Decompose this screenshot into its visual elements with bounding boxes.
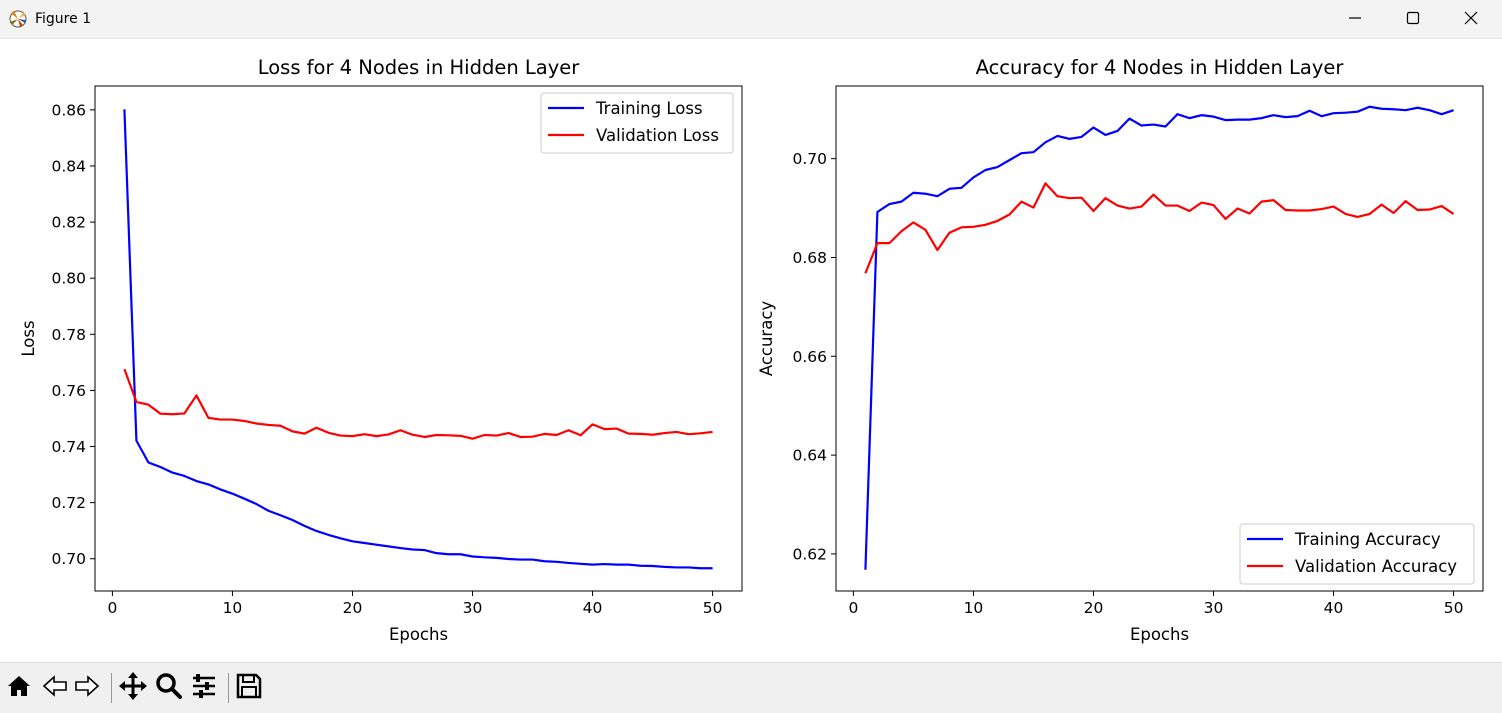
- y-tick-label: 0.70: [792, 150, 827, 168]
- close-button[interactable]: [1442, 0, 1500, 38]
- x-tick-label: 30: [463, 599, 483, 617]
- legend-label: Validation Accuracy: [1295, 557, 1457, 576]
- back-icon: [42, 673, 68, 703]
- save-button[interactable]: [234, 673, 264, 703]
- back-button[interactable]: [40, 673, 70, 703]
- forward-button[interactable]: [72, 673, 102, 703]
- y-tick-label: 0.82: [51, 214, 86, 232]
- y-tick-label: 0.62: [792, 545, 827, 563]
- series-line-training-loss: [123, 109, 713, 570]
- minimize-button[interactable]: [1326, 0, 1384, 38]
- y-tick-label: 0.80: [51, 270, 86, 288]
- series-line-validation-accuracy: [864, 182, 1455, 274]
- y-tick-label: 0.66: [792, 348, 827, 366]
- window-title: Figure 1: [35, 11, 92, 27]
- figure-canvas[interactable]: 0 10 20 30 40 50 0.70 0.72 0.74 0.76 0.78 0.80 0.82 0…: [0, 38, 1502, 663]
- chart-loss: 0 10 20 30 40 50 0.70 0.72 0.74 0.76 0.78 0.80 0.82 0…: [19, 56, 743, 644]
- x-axis-label: Epochs: [1130, 625, 1189, 644]
- close-icon: [1464, 10, 1478, 29]
- chart-title: Accuracy for 4 Nodes in Hidden Layer: [976, 56, 1345, 79]
- y-tick-label: 0.76: [51, 382, 86, 400]
- zoom-button[interactable]: [154, 673, 184, 703]
- series-line-training-accuracy: [864, 105, 1454, 570]
- x-tick-label: 40: [583, 599, 603, 617]
- pan-icon: [119, 672, 147, 704]
- zoom-icon: [155, 672, 183, 704]
- maximize-icon: [1406, 10, 1420, 29]
- y-tick-label: 0.84: [51, 157, 86, 175]
- chart-title: Loss for 4 Nodes in Hidden Layer: [258, 56, 581, 79]
- toolbar-separator: [228, 673, 229, 703]
- save-icon: [235, 672, 263, 704]
- chart-accuracy: 0 10 20 30 40 50 0.62 0.64 0.66 0.68 0.70 Accuracy …: [757, 56, 1484, 644]
- figure-svg: 0 10 20 30 40 50 0.70 0.72 0.74 0.76 0.78 0.80 0.82 0…: [19, 56, 1484, 644]
- x-axis-label: Epochs: [389, 625, 448, 644]
- navigation-toolbar: [0, 662, 1502, 713]
- forward-icon: [74, 673, 100, 703]
- series-line-validation-loss: [123, 368, 713, 440]
- x-tick-label: 40: [1324, 599, 1344, 617]
- x-tick-label: 0: [848, 599, 858, 617]
- legend: Training Accuracy Validation Accuracy: [1239, 523, 1475, 585]
- y-tick-label: 0.74: [51, 438, 86, 456]
- legend-label: Training Loss: [595, 99, 703, 118]
- x-tick-label: 0: [107, 599, 117, 617]
- legend: Training Loss Validation Loss: [540, 92, 734, 154]
- x-tick-label: 20: [343, 599, 363, 617]
- x-tick-label: 50: [703, 599, 723, 617]
- y-axis-label: Accuracy: [757, 301, 776, 377]
- home-button[interactable]: [4, 673, 34, 703]
- legend-label: Validation Loss: [596, 126, 719, 145]
- toolbar-separator: [111, 673, 112, 703]
- title-bar: Figure 1: [0, 0, 1502, 38]
- axes-frame: [94, 85, 743, 592]
- legend-frame: [540, 92, 734, 154]
- legend-label: Training Accuracy: [1294, 530, 1441, 549]
- pan-button[interactable]: [118, 672, 148, 704]
- x-tick-label: 10: [964, 599, 984, 617]
- configure-subplots-button[interactable]: [189, 673, 219, 703]
- legend-frame: [1239, 523, 1475, 585]
- axes-frame: [835, 85, 1484, 592]
- x-tick-label: 10: [223, 599, 243, 617]
- y-tick-label: 0.64: [792, 447, 827, 465]
- y-tick-label: 0.78: [51, 326, 86, 344]
- configure-subplots-icon: [190, 672, 218, 704]
- y-tick-label: 0.72: [51, 494, 86, 512]
- x-tick-label: 50: [1444, 599, 1464, 617]
- matplotlib-app-icon: [8, 9, 30, 29]
- maximize-button[interactable]: [1384, 0, 1442, 38]
- y-tick-label: 0.86: [51, 101, 86, 119]
- x-tick-label: 20: [1084, 599, 1104, 617]
- minimize-icon: [1348, 10, 1362, 29]
- y-axis-label: Loss: [19, 320, 38, 356]
- y-tick-label: 0.68: [792, 249, 827, 267]
- home-icon: [6, 673, 32, 703]
- x-tick-label: 30: [1204, 599, 1224, 617]
- y-tick-label: 0.70: [51, 550, 86, 568]
